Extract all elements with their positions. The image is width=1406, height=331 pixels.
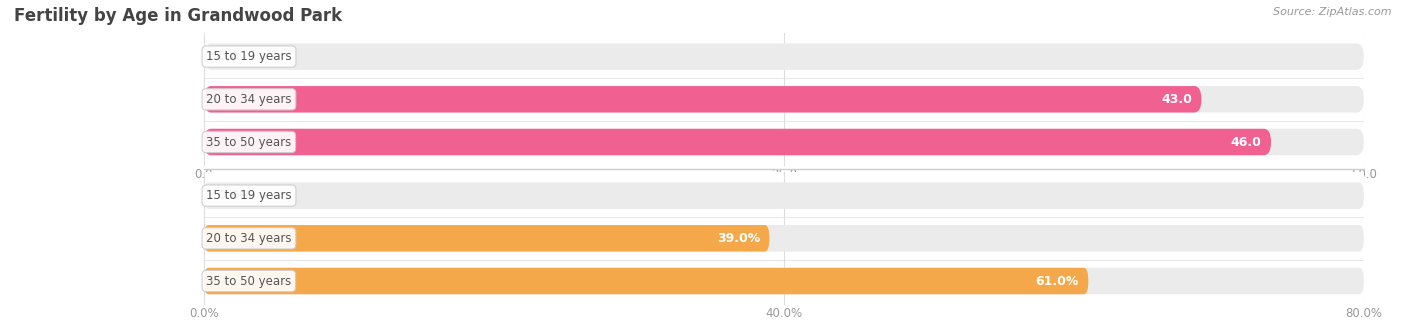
Text: Source: ZipAtlas.com: Source: ZipAtlas.com — [1274, 7, 1392, 17]
Text: 39.0%: 39.0% — [717, 232, 761, 245]
FancyBboxPatch shape — [204, 268, 1088, 294]
Text: 20 to 34 years: 20 to 34 years — [207, 232, 291, 245]
Text: 61.0%: 61.0% — [1036, 274, 1078, 288]
Text: 20 to 34 years: 20 to 34 years — [207, 93, 291, 106]
FancyBboxPatch shape — [204, 86, 1364, 113]
Text: 35 to 50 years: 35 to 50 years — [207, 135, 291, 149]
Text: 35 to 50 years: 35 to 50 years — [207, 274, 291, 288]
FancyBboxPatch shape — [204, 43, 1364, 70]
FancyBboxPatch shape — [204, 225, 769, 252]
Text: Fertility by Age in Grandwood Park: Fertility by Age in Grandwood Park — [14, 7, 342, 24]
Text: 0.0: 0.0 — [218, 50, 240, 63]
Text: 15 to 19 years: 15 to 19 years — [207, 189, 292, 202]
FancyBboxPatch shape — [204, 182, 1364, 209]
FancyBboxPatch shape — [204, 129, 1364, 155]
Text: 43.0: 43.0 — [1161, 93, 1192, 106]
FancyBboxPatch shape — [204, 129, 1271, 155]
Text: 0.0%: 0.0% — [218, 189, 253, 202]
FancyBboxPatch shape — [204, 225, 1364, 252]
FancyBboxPatch shape — [204, 86, 1201, 113]
Text: 15 to 19 years: 15 to 19 years — [207, 50, 292, 63]
FancyBboxPatch shape — [204, 268, 1364, 294]
Text: 46.0: 46.0 — [1230, 135, 1261, 149]
